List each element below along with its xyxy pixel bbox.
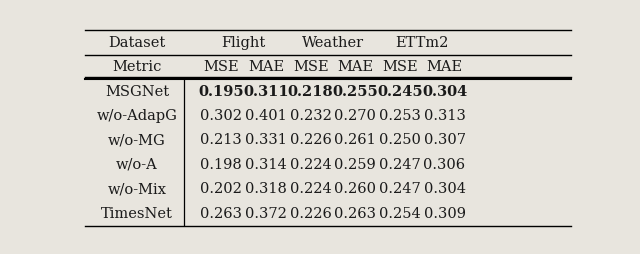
Text: TimesNet: TimesNet xyxy=(101,207,173,221)
Text: w/o-AdapG: w/o-AdapG xyxy=(97,109,177,123)
Text: w/o-A: w/o-A xyxy=(116,158,158,172)
Text: Flight: Flight xyxy=(221,36,266,50)
Text: MSE: MSE xyxy=(204,60,239,74)
Text: 0.224: 0.224 xyxy=(290,158,332,172)
Text: 0.253: 0.253 xyxy=(379,109,421,123)
Text: 0.202: 0.202 xyxy=(200,182,243,196)
Text: 0.318: 0.318 xyxy=(245,182,287,196)
Text: 0.260: 0.260 xyxy=(334,182,376,196)
Text: 0.259: 0.259 xyxy=(335,158,376,172)
Text: 0.226: 0.226 xyxy=(290,207,332,221)
Text: 0.195: 0.195 xyxy=(198,85,244,99)
Text: 0.232: 0.232 xyxy=(290,109,332,123)
Text: 0.198: 0.198 xyxy=(200,158,242,172)
Text: 0.224: 0.224 xyxy=(290,182,332,196)
Text: 0.372: 0.372 xyxy=(245,207,287,221)
Text: 0.313: 0.313 xyxy=(424,109,465,123)
Text: 0.213: 0.213 xyxy=(200,134,242,148)
Text: 0.254: 0.254 xyxy=(379,207,420,221)
Text: 0.306: 0.306 xyxy=(424,158,466,172)
Text: 0.270: 0.270 xyxy=(334,109,376,123)
Text: w/o-MG: w/o-MG xyxy=(108,134,166,148)
Text: MSGNet: MSGNet xyxy=(105,85,169,99)
Text: 0.226: 0.226 xyxy=(290,134,332,148)
Text: 0.311: 0.311 xyxy=(243,85,289,99)
Text: 0.304: 0.304 xyxy=(424,182,465,196)
Text: 0.302: 0.302 xyxy=(200,109,243,123)
Text: ETTm2: ETTm2 xyxy=(396,36,449,50)
Text: 0.331: 0.331 xyxy=(245,134,287,148)
Text: 0.401: 0.401 xyxy=(245,109,287,123)
Text: 0.304: 0.304 xyxy=(422,85,467,99)
Text: 0.218: 0.218 xyxy=(288,85,333,99)
Text: 0.307: 0.307 xyxy=(424,134,465,148)
Text: Dataset: Dataset xyxy=(108,36,166,50)
Text: MAE: MAE xyxy=(337,60,373,74)
Text: 0.309: 0.309 xyxy=(424,207,465,221)
Text: 0.250: 0.250 xyxy=(379,134,421,148)
Text: MSE: MSE xyxy=(293,60,328,74)
Text: w/o-Mix: w/o-Mix xyxy=(108,182,166,196)
Text: Weather: Weather xyxy=(302,36,364,50)
Text: 0.263: 0.263 xyxy=(200,207,243,221)
Text: 0.247: 0.247 xyxy=(379,158,420,172)
Text: 0.245: 0.245 xyxy=(377,85,423,99)
Text: Metric: Metric xyxy=(113,60,162,74)
Text: 0.255: 0.255 xyxy=(332,85,378,99)
Text: 0.314: 0.314 xyxy=(245,158,287,172)
Text: MAE: MAE xyxy=(426,60,463,74)
Text: MAE: MAE xyxy=(248,60,284,74)
Text: MSE: MSE xyxy=(382,60,418,74)
Text: 0.263: 0.263 xyxy=(334,207,376,221)
Text: 0.261: 0.261 xyxy=(335,134,376,148)
Text: 0.247: 0.247 xyxy=(379,182,420,196)
